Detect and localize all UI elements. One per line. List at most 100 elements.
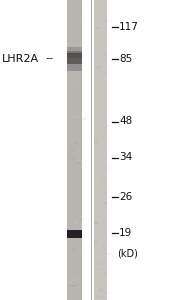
Bar	[107, 40, 111, 42]
Bar	[74, 59, 78, 61]
Bar	[67, 0, 82, 300]
Bar	[71, 279, 76, 281]
Bar	[75, 161, 80, 163]
Bar	[104, 202, 108, 204]
Bar	[100, 91, 105, 93]
Text: 85: 85	[119, 53, 132, 64]
Bar	[82, 118, 86, 120]
Bar	[105, 214, 109, 215]
Bar	[74, 142, 79, 144]
Bar	[107, 264, 111, 266]
Bar	[78, 28, 83, 29]
Text: LHR2A: LHR2A	[2, 53, 39, 64]
Bar	[70, 70, 74, 72]
Bar	[71, 40, 75, 41]
Bar	[100, 183, 104, 185]
Bar	[100, 296, 105, 298]
Bar	[107, 192, 111, 194]
Bar	[104, 79, 108, 80]
Bar	[75, 221, 79, 223]
Bar	[80, 218, 84, 220]
Bar	[105, 267, 110, 268]
Bar	[104, 112, 108, 114]
Bar	[76, 284, 81, 286]
Bar	[102, 176, 106, 178]
Bar	[105, 71, 109, 73]
Bar	[69, 248, 73, 250]
Bar	[94, 141, 98, 143]
Bar	[69, 252, 74, 254]
Bar	[71, 248, 75, 250]
Bar	[98, 29, 102, 31]
Text: 19: 19	[119, 227, 132, 238]
Bar	[75, 239, 80, 241]
Bar	[79, 160, 84, 162]
Bar	[72, 103, 77, 105]
Bar	[94, 240, 98, 242]
Bar	[107, 125, 111, 127]
Bar	[97, 67, 101, 68]
Bar	[98, 61, 102, 63]
Bar	[74, 222, 78, 224]
Bar	[105, 73, 108, 74]
Bar	[98, 167, 102, 169]
Bar	[103, 127, 108, 129]
Bar	[82, 184, 86, 186]
Bar	[96, 183, 100, 184]
Bar	[67, 64, 82, 71]
Bar	[107, 101, 111, 103]
Bar	[96, 113, 100, 115]
Bar	[77, 44, 82, 46]
Bar	[96, 204, 100, 206]
Bar	[79, 251, 83, 253]
Bar	[82, 12, 86, 13]
Bar	[70, 158, 75, 160]
Bar	[98, 298, 102, 299]
Bar	[79, 56, 84, 58]
Bar	[74, 281, 79, 283]
Bar	[67, 230, 82, 238]
Bar	[71, 7, 76, 9]
Bar	[98, 138, 102, 140]
Bar	[95, 296, 99, 298]
Bar	[81, 249, 86, 251]
Bar	[72, 261, 77, 262]
Bar	[99, 290, 103, 292]
Bar	[97, 290, 101, 291]
Bar	[70, 165, 74, 167]
Bar	[75, 79, 80, 81]
Bar	[99, 127, 103, 128]
Bar	[73, 262, 78, 264]
Bar	[98, 263, 102, 265]
Bar	[70, 149, 75, 151]
Text: (kD): (kD)	[117, 248, 138, 259]
Bar	[104, 191, 108, 193]
Bar	[67, 53, 82, 64]
Bar	[74, 201, 79, 203]
Bar	[70, 176, 74, 177]
Bar	[72, 40, 77, 42]
Bar	[104, 272, 108, 274]
Bar	[79, 29, 84, 31]
Bar	[99, 289, 103, 291]
Bar	[70, 221, 74, 223]
Bar	[82, 126, 87, 127]
Bar	[72, 231, 77, 233]
Bar	[75, 116, 80, 118]
Bar	[73, 277, 78, 279]
Text: 48: 48	[119, 116, 132, 127]
Bar	[98, 194, 102, 196]
Text: 117: 117	[119, 22, 139, 32]
Bar	[105, 20, 110, 22]
Bar	[73, 21, 77, 23]
Bar	[78, 135, 82, 137]
Bar	[95, 225, 100, 227]
Bar	[94, 0, 107, 300]
Text: 34: 34	[119, 152, 132, 163]
Bar	[67, 51, 82, 58]
Bar	[107, 167, 111, 169]
Bar	[71, 22, 76, 23]
Bar	[73, 53, 78, 55]
Bar	[107, 292, 111, 294]
Bar	[96, 27, 100, 29]
